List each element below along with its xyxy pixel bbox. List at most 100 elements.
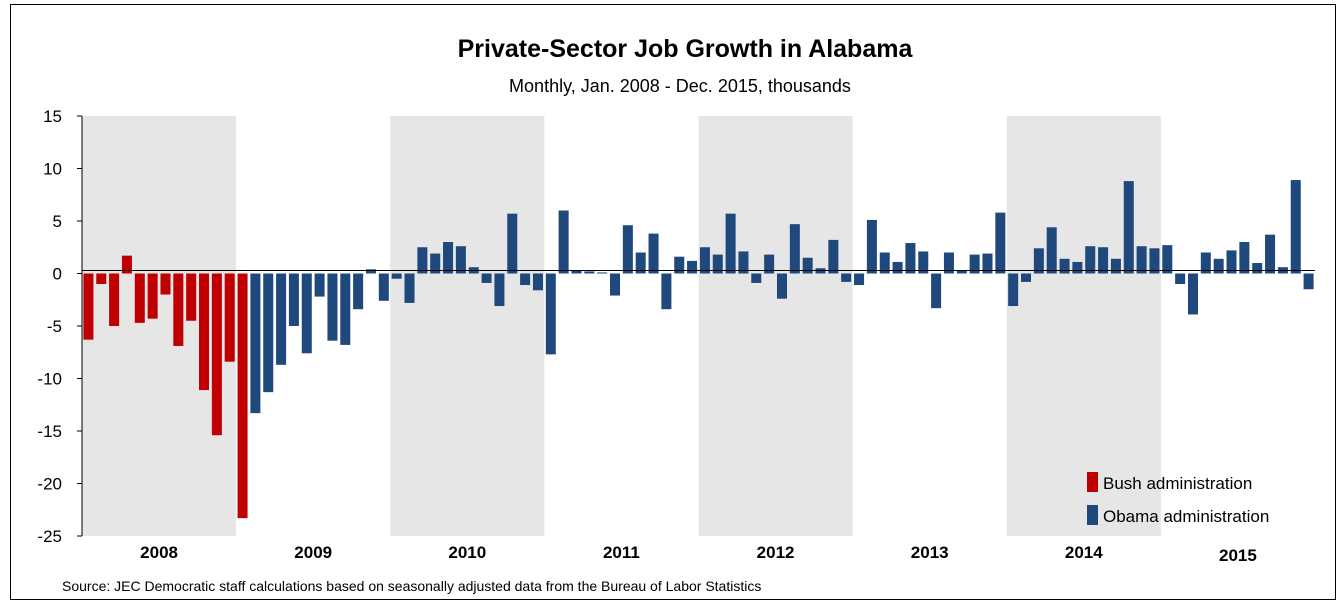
year-shade-2008 [82, 116, 237, 536]
bar-obama-82 [1136, 246, 1147, 274]
year-label-2010: 2010 [448, 543, 486, 562]
bar-obama-21 [353, 273, 364, 310]
bar-obama-70 [982, 253, 993, 274]
year-label-2015: 2015 [1219, 546, 1257, 565]
bar-bush-3 [121, 255, 132, 274]
bar-obama-19 [327, 273, 338, 341]
bar-obama-35 [532, 273, 543, 291]
bar-obama-74 [1033, 248, 1044, 274]
year-label-2011: 2011 [603, 543, 640, 562]
bar-obama-69 [969, 254, 980, 274]
bar-obama-73 [1021, 273, 1032, 282]
bar-bush-7 [173, 273, 184, 346]
bar-obama-59 [841, 273, 852, 282]
chart-title: Private-Sector Job Growth in Alabama [458, 35, 914, 63]
bar-obama-23 [378, 273, 389, 301]
year-label-2009: 2009 [294, 543, 332, 562]
year-label-2013: 2013 [911, 543, 949, 562]
bar-bush-0 [83, 273, 94, 340]
bar-obama-34 [520, 273, 531, 286]
bar-obama-56 [802, 257, 813, 274]
bar-obama-89 [1226, 250, 1237, 274]
bar-bush-2 [109, 273, 120, 326]
y-tick-label: -10 [37, 370, 62, 389]
y-tick-label: -20 [37, 475, 62, 494]
bar-obama-31 [481, 273, 492, 283]
bar-obama-87 [1200, 252, 1211, 274]
bar-obama-53 [764, 254, 775, 274]
bar-obama-95 [1303, 273, 1314, 290]
bar-obama-29 [455, 246, 466, 274]
bar-obama-91 [1252, 263, 1263, 274]
bar-obama-36 [545, 273, 556, 355]
bar-obama-44 [648, 233, 659, 274]
bar-obama-13 [250, 273, 261, 414]
bar-obama-63 [892, 261, 903, 274]
bar-obama-28 [443, 242, 454, 274]
bar-obama-41 [610, 273, 621, 296]
bar-bush-9 [199, 273, 210, 391]
y-tick-label: 10 [43, 160, 62, 179]
bar-obama-68 [956, 270, 967, 274]
y-ticks: 15 10 5 0 -5 -10 -15 -20 -25 [37, 107, 82, 546]
bar-obama-79 [1098, 247, 1109, 274]
bar-obama-61 [866, 219, 877, 274]
bar-obama-26 [417, 247, 428, 274]
bar-obama-71 [995, 212, 1006, 274]
bar-obama-52 [751, 273, 762, 283]
bar-obama-88 [1213, 258, 1224, 274]
chart-subtitle: Monthly, Jan. 2008 - Dec. 2015, thousand… [509, 76, 851, 96]
y-tick-label: 5 [53, 212, 62, 231]
source-note: Source: JEC Democratic staff calculation… [62, 578, 761, 594]
bar-obama-16 [288, 273, 299, 326]
legend-label-obama: Obama administration [1103, 507, 1269, 526]
bar-obama-72 [1008, 273, 1019, 307]
bar-obama-83 [1149, 248, 1160, 274]
bar-obama-20 [340, 273, 351, 345]
bar-obama-76 [1059, 258, 1070, 274]
bar-bush-11 [224, 273, 235, 362]
year-label-2012: 2012 [757, 543, 795, 562]
year-label-2008: 2008 [140, 543, 178, 562]
year-shading [82, 116, 1161, 536]
bar-obama-80 [1110, 258, 1121, 274]
legend: Bush administration Obama administration [1087, 472, 1269, 526]
bar-bush-6 [160, 273, 171, 295]
year-labels: 2008 2009 2010 2011 2012 2013 2014 2015 [140, 543, 1257, 565]
year-shade-2012 [698, 116, 853, 536]
bar-obama-90 [1239, 242, 1250, 274]
legend-swatch-bush [1087, 472, 1098, 492]
bar-obama-47 [687, 260, 698, 274]
bar-obama-32 [494, 273, 505, 307]
bar-bush-8 [186, 273, 197, 321]
bar-obama-18 [314, 273, 325, 297]
bar-obama-46 [674, 256, 685, 274]
bar-obama-51 [738, 251, 749, 274]
bar-obama-15 [276, 273, 287, 365]
bar-obama-40 [597, 272, 608, 274]
bar-obama-25 [404, 273, 415, 303]
bar-obama-43 [635, 252, 646, 274]
bar-obama-42 [622, 225, 633, 274]
bar-obama-58 [828, 239, 839, 274]
bar-obama-37 [558, 210, 569, 274]
bar-bush-1 [96, 273, 107, 284]
bar-obama-14 [263, 273, 274, 393]
year-shade-2014 [1006, 116, 1161, 536]
bar-obama-75 [1046, 227, 1057, 274]
bar-obama-64 [905, 243, 916, 274]
bar-obama-38 [571, 270, 582, 274]
bar-obama-33 [507, 213, 518, 274]
bar-obama-55 [789, 224, 800, 274]
bar-obama-81 [1123, 181, 1134, 274]
y-tick-label: -5 [47, 317, 62, 336]
bar-obama-54 [776, 273, 787, 299]
bar-obama-84 [1162, 245, 1173, 274]
bar-obama-45 [661, 273, 672, 310]
bar-obama-85 [1175, 273, 1186, 284]
bar-obama-49 [712, 254, 723, 274]
bar-obama-39 [584, 271, 595, 274]
bar-obama-65 [918, 251, 929, 274]
legend-label-bush: Bush administration [1103, 474, 1252, 493]
